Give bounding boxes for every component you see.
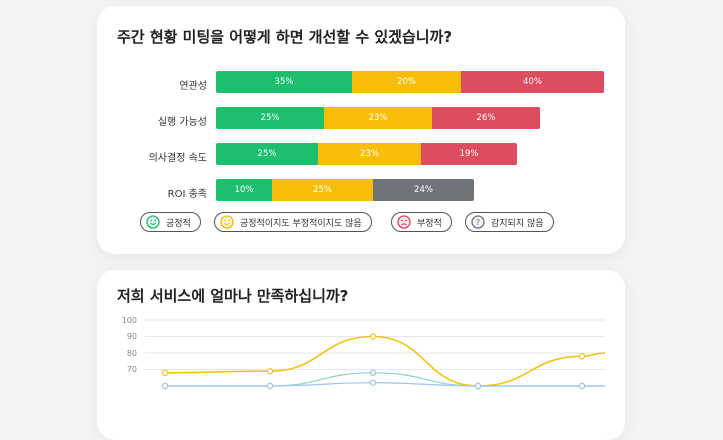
data-point — [578, 382, 586, 390]
bar-segment-neutral[interactable]: 23% — [324, 107, 432, 129]
legend-positive[interactable]: 긍정적 — [140, 212, 201, 232]
bar-segment-negative[interactable]: 40% — [461, 71, 604, 93]
series-line — [164, 335, 605, 387]
smile-icon — [146, 215, 160, 229]
bar-segment-positive[interactable]: 35% — [216, 71, 352, 93]
data-point — [474, 382, 482, 390]
row-label-relevance: 연관성 — [179, 81, 207, 92]
bar-segment-positive[interactable]: 25% — [216, 143, 318, 165]
survey-card-satisfaction: 저희 서비스에 얼마나 만족하십니까? 100 90 80 70 — [97, 270, 625, 440]
legend-negative[interactable]: 부정적 — [391, 212, 452, 232]
legend-label: 긍정적 — [166, 218, 191, 229]
bar-segment-not-detected[interactable]: 24% — [373, 179, 474, 201]
data-point — [161, 369, 169, 377]
bar-segment-positive[interactable]: 25% — [216, 107, 324, 129]
satisfaction-line-chart — [145, 319, 605, 390]
y-tick-label: 70 — [126, 365, 137, 374]
data-point — [161, 382, 169, 390]
legend-label: 감지되지 않음 — [491, 218, 544, 229]
neutral-face-icon — [220, 215, 234, 229]
bar-segment-neutral[interactable]: 25% — [272, 179, 373, 201]
legend-label: 긍정적이지도 부정적이지도 않음 — [240, 218, 362, 229]
y-tick-label: 90 — [126, 332, 137, 341]
legend-neutral[interactable]: 긍정적이지도 부정적이지도 않음 — [214, 212, 372, 232]
data-point — [266, 367, 274, 375]
survey-card-meetings: 주간 현황 미팅을 어떻게 하면 개선할 수 있겠습니까? 연관성 35% 20… — [97, 6, 625, 254]
sad-face-icon — [397, 215, 411, 229]
y-tick-label: 80 — [126, 349, 137, 358]
svg-text:?: ? — [476, 218, 480, 227]
bar-segment-neutral[interactable]: 20% — [352, 71, 461, 93]
row-label-roi: ROI 충족 — [167, 189, 207, 200]
data-point — [369, 379, 377, 386]
series-line — [165, 382, 605, 387]
row-label-decision-speed: 의사결정 속도 — [148, 153, 207, 164]
bar-segment-negative[interactable]: 26% — [432, 107, 540, 129]
question-icon: ? — [471, 215, 485, 229]
question-title: 저희 서비스에 얼마나 만족하십니까? — [117, 287, 349, 305]
legend-label: 부정적 — [417, 218, 442, 229]
data-point — [369, 333, 377, 340]
legend-not-detected[interactable]: ? 감지되지 않음 — [465, 212, 554, 232]
series-line — [165, 372, 605, 387]
data-point — [578, 353, 586, 360]
question-title: 주간 현황 미팅을 어떻게 하면 개선할 수 있겠습니까? — [117, 28, 453, 46]
row-label-feasibility: 실행 가능성 — [157, 117, 207, 128]
bar-segment-negative[interactable]: 19% — [421, 143, 517, 165]
data-point — [266, 382, 274, 390]
data-point — [369, 369, 377, 377]
bar-segment-neutral[interactable]: 23% — [318, 143, 421, 165]
y-tick-label: 100 — [121, 316, 137, 325]
bar-segment-positive[interactable]: 10% — [216, 179, 272, 201]
